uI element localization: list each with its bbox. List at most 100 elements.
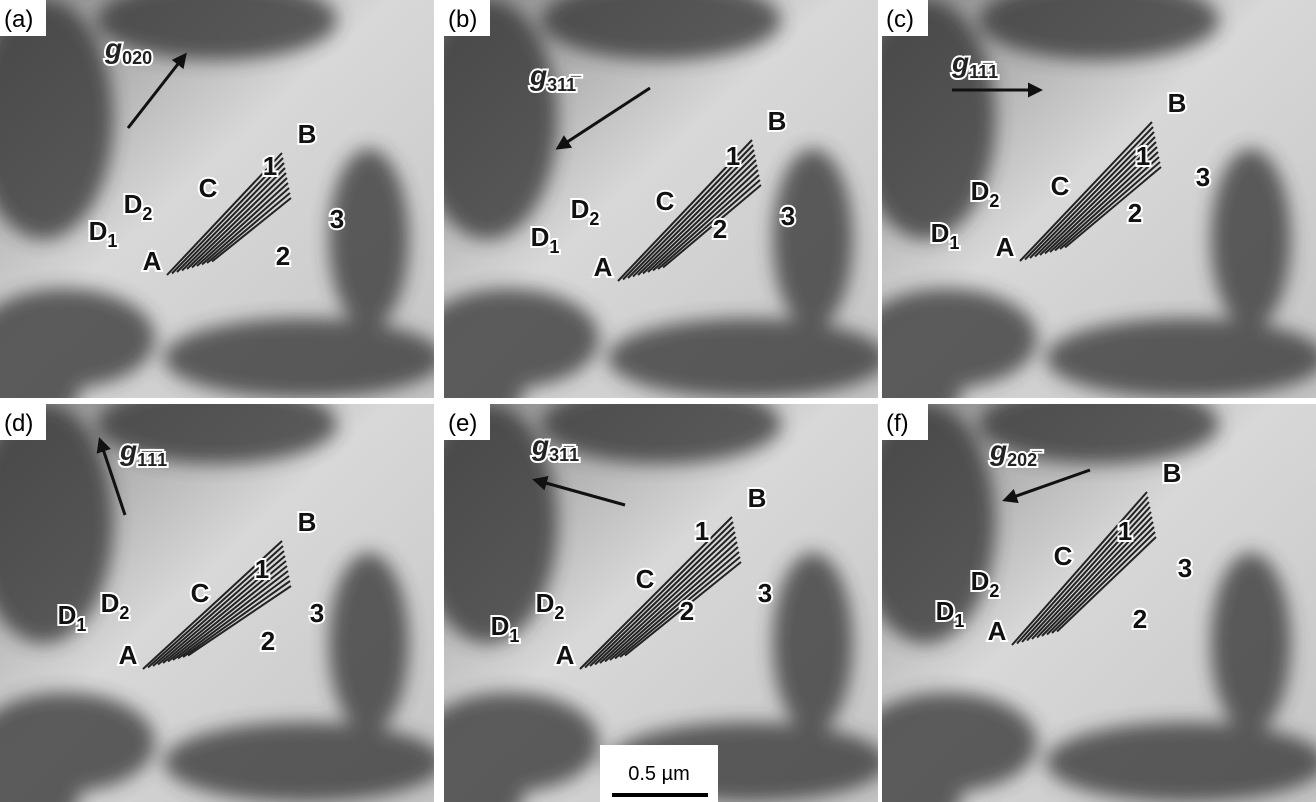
- panel: (c)g11̅1ABCD1D2123: [844, 0, 1316, 438]
- point-text: D: [491, 611, 510, 641]
- micrograph: [0, 0, 444, 438]
- micrograph: [844, 384, 1316, 802]
- point-label: 3: [1178, 553, 1192, 583]
- point-text: D: [89, 216, 108, 246]
- point-text: D: [58, 600, 77, 630]
- panel: (f)g202̅ABCD1D2123: [844, 384, 1316, 802]
- point-sub: 1: [549, 237, 559, 257]
- point-text: 3: [1196, 162, 1210, 192]
- point-label: 1: [1118, 516, 1132, 546]
- point-text: 1: [726, 141, 740, 171]
- point-text: C: [1054, 541, 1073, 571]
- point-text: 1: [695, 516, 709, 546]
- point-text: 2: [1133, 604, 1147, 634]
- point-label: 3: [781, 201, 795, 231]
- point-text: B: [298, 507, 317, 537]
- point-label: C: [656, 186, 675, 216]
- point-label: 3: [758, 578, 772, 608]
- point-sub: 1: [954, 611, 964, 631]
- point-label: A: [996, 232, 1015, 262]
- point-label: B: [1168, 88, 1187, 118]
- panel-label: (d): [4, 410, 33, 437]
- point-text: D: [124, 189, 143, 219]
- tangle: [1211, 149, 1291, 329]
- point-text: D: [936, 596, 955, 626]
- point-label: 2: [1128, 198, 1142, 228]
- point-label: C: [1051, 171, 1070, 201]
- point-sub: 2: [142, 204, 152, 224]
- point-label: 2: [1133, 604, 1147, 634]
- point-sub: 2: [589, 209, 599, 229]
- point-text: B: [1163, 458, 1182, 488]
- scale-bar: 0.5 µm: [600, 745, 718, 802]
- point-sub: 1: [509, 626, 519, 646]
- micrograph: [0, 384, 444, 802]
- point-label: 3: [330, 204, 344, 234]
- point-label: 1: [726, 141, 740, 171]
- point-text: A: [119, 640, 138, 670]
- point-text: A: [996, 232, 1015, 262]
- g-index: 1̅1̅1: [137, 450, 167, 470]
- point-label: C: [199, 173, 218, 203]
- tangle: [608, 318, 888, 398]
- point-label: C: [636, 564, 655, 594]
- point-label: 1: [1136, 141, 1150, 171]
- point-text: A: [594, 252, 613, 282]
- point-text: D: [571, 194, 590, 224]
- point-label: B: [1163, 458, 1182, 488]
- point-label: A: [594, 252, 613, 282]
- point-text: 2: [261, 626, 275, 656]
- micrograph: [406, 0, 888, 438]
- figure: (a)g020ABCD1D2123(b)g311̅ABCD1D2123(c)g1…: [0, 0, 1316, 802]
- panel: (e)g31̅1ABCD1D2123: [406, 384, 888, 802]
- point-text: 1: [1118, 516, 1132, 546]
- point-text: 3: [758, 578, 772, 608]
- scale-bar-label: 0.5 µm: [628, 763, 690, 785]
- panel: (a)g020ABCD1D2123: [0, 0, 444, 438]
- point-text: D: [971, 176, 990, 206]
- point-text: 2: [713, 214, 727, 244]
- point-label: A: [556, 640, 575, 670]
- point-text: A: [143, 246, 162, 276]
- micrograph: [844, 0, 1316, 438]
- point-label: B: [298, 507, 317, 537]
- point-label: 2: [713, 214, 727, 244]
- point-text: A: [988, 616, 1007, 646]
- point-label: B: [748, 483, 767, 513]
- tangle: [773, 553, 853, 733]
- g-symbol: g: [529, 60, 547, 91]
- point-text: C: [656, 186, 675, 216]
- point-label: 1: [695, 516, 709, 546]
- tangle: [1046, 722, 1316, 802]
- point-text: C: [199, 173, 218, 203]
- point-label: A: [988, 616, 1007, 646]
- panel: (b)g311̅ABCD1D2123: [406, 0, 888, 438]
- point-text: B: [1168, 88, 1187, 118]
- point-text: D: [971, 566, 990, 596]
- point-text: B: [298, 119, 317, 149]
- point-text: A: [556, 640, 575, 670]
- point-text: 1: [263, 151, 277, 181]
- tangle: [773, 149, 853, 329]
- panel-label: (e): [448, 410, 477, 437]
- point-label: A: [143, 246, 162, 276]
- point-text: 3: [310, 598, 324, 628]
- g-symbol: g: [104, 33, 122, 64]
- point-label: 2: [276, 241, 290, 271]
- tangle: [164, 722, 444, 802]
- point-label: 1: [263, 151, 277, 181]
- g-index: 31̅1: [549, 445, 579, 465]
- point-text: D: [101, 588, 120, 618]
- point-text: 3: [1178, 553, 1192, 583]
- tangle: [329, 553, 409, 733]
- point-text: B: [768, 106, 787, 136]
- panel-label: (a): [4, 6, 33, 33]
- point-label: 3: [310, 598, 324, 628]
- point-text: 2: [680, 596, 694, 626]
- point-sub: 2: [989, 581, 999, 601]
- tangle: [329, 149, 409, 329]
- point-label: 3: [1196, 162, 1210, 192]
- point-label: C: [1054, 541, 1073, 571]
- point-text: B: [748, 483, 767, 513]
